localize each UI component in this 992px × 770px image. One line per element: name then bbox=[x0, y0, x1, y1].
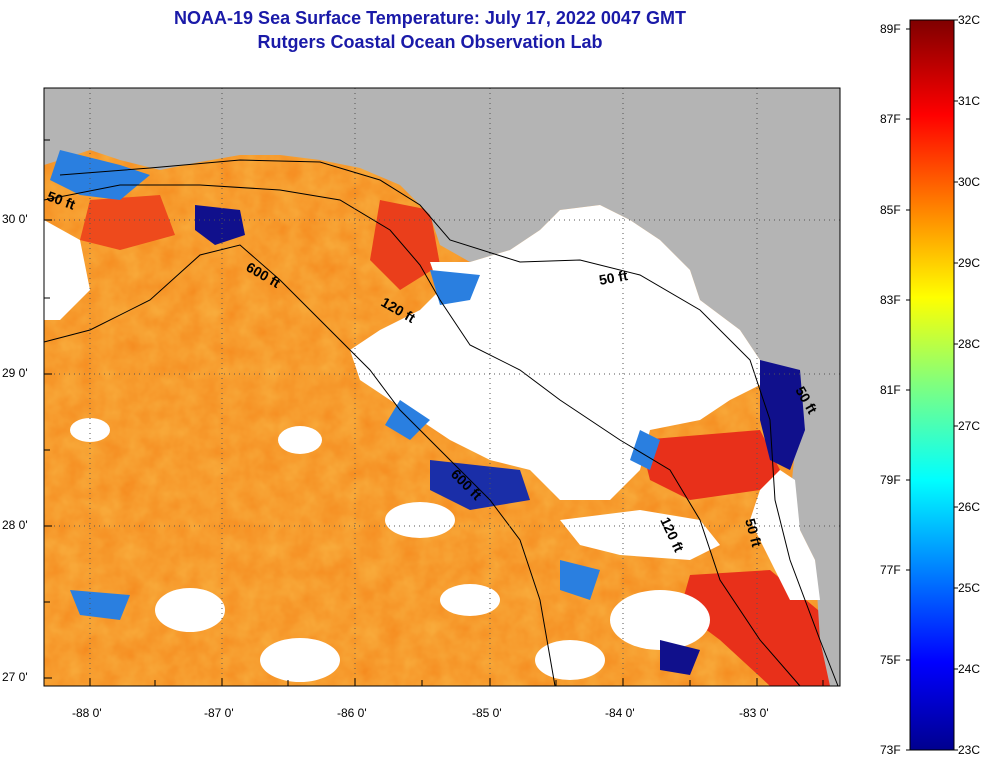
cold-region-3 bbox=[430, 460, 530, 510]
colorbar-label-c: 23C bbox=[958, 743, 981, 757]
cold-region-4 bbox=[660, 640, 700, 675]
cool-region-3 bbox=[385, 400, 430, 440]
colorbar-label-c: 25C bbox=[958, 581, 981, 595]
cloud-patch-4 bbox=[385, 502, 455, 538]
lon-label: -84 0' bbox=[605, 706, 635, 720]
cloud-patch-1 bbox=[278, 426, 322, 454]
cloud-patch-5 bbox=[610, 590, 710, 650]
lon-label: -87 0' bbox=[204, 706, 234, 720]
colorbar-label-f: 83F bbox=[880, 293, 901, 307]
axis-ticks bbox=[44, 139, 824, 686]
cool-region-1 bbox=[50, 150, 150, 200]
cold-region-2 bbox=[195, 205, 245, 245]
contour-50ft bbox=[59, 159, 839, 687]
colorbar-label-f: 81F bbox=[880, 383, 901, 397]
cloud-region-east bbox=[750, 470, 820, 600]
cloud-patch-2 bbox=[155, 588, 225, 632]
hot-region-1 bbox=[640, 430, 780, 500]
lat-label: 29 0' bbox=[2, 366, 28, 380]
colorbar-label-c: 31C bbox=[958, 94, 981, 108]
colorbar-label-c: 30C bbox=[958, 175, 981, 189]
colorbar-label-c: 24C bbox=[958, 662, 981, 676]
lat-label: 30 0' bbox=[2, 212, 28, 226]
cloud-region-west bbox=[44, 220, 90, 320]
lat-label: 28 0' bbox=[2, 518, 28, 532]
colorbar-label-f: 75F bbox=[880, 653, 901, 667]
contour-label: 50 ft bbox=[598, 267, 629, 288]
colorbar-label-f: 77F bbox=[880, 563, 901, 577]
colorbar-label-c: 32C bbox=[958, 13, 981, 27]
lon-label: -88 0' bbox=[72, 706, 102, 720]
colorbar-ticks bbox=[906, 19, 958, 751]
colorbar-label-c: 29C bbox=[958, 256, 981, 270]
contour-600ft bbox=[43, 244, 556, 687]
cool-region-2 bbox=[430, 270, 480, 305]
colorbar-label-c: 26C bbox=[958, 500, 981, 514]
map-title: NOAA-19 Sea Surface Temperature: July 17… bbox=[174, 8, 686, 28]
lat-label: 27 0' bbox=[2, 670, 28, 684]
lon-label: -86 0' bbox=[337, 706, 367, 720]
colorbar bbox=[909, 19, 955, 751]
map-subtitle: Rutgers Coastal Ocean Observation Lab bbox=[257, 32, 603, 52]
lon-label: -83 0' bbox=[739, 706, 769, 720]
colorbar-label-f: 85F bbox=[880, 203, 901, 217]
cool-region-5 bbox=[70, 590, 130, 620]
cool-region-4 bbox=[560, 560, 600, 600]
map-area: 50 ft 600 ft 120 ft 50 ft 600 ft 120 ft … bbox=[43, 87, 841, 687]
colorbar-label-f: 89F bbox=[880, 22, 901, 36]
colorbar-label-c: 28C bbox=[958, 337, 981, 351]
hot-region-4 bbox=[370, 200, 440, 290]
land-mass bbox=[44, 88, 840, 686]
contour-label: 50 ft bbox=[742, 517, 765, 549]
contour-120ft bbox=[43, 184, 801, 687]
colorbar-label-f: 73F bbox=[880, 743, 901, 757]
hot-region-3 bbox=[80, 195, 175, 250]
colorbar-label-f: 79F bbox=[880, 473, 901, 487]
cloud-patch-3 bbox=[260, 638, 340, 682]
lon-label: -85 0' bbox=[472, 706, 502, 720]
cloud-patch-8 bbox=[440, 584, 500, 616]
colorbar-label-c: 27C bbox=[958, 419, 981, 433]
cloud-patch-6 bbox=[70, 418, 110, 442]
map-frame bbox=[43, 87, 841, 687]
colorbar-label-f: 87F bbox=[880, 112, 901, 126]
cloud-patch-7 bbox=[535, 640, 605, 680]
cloud-region-south bbox=[560, 510, 720, 560]
